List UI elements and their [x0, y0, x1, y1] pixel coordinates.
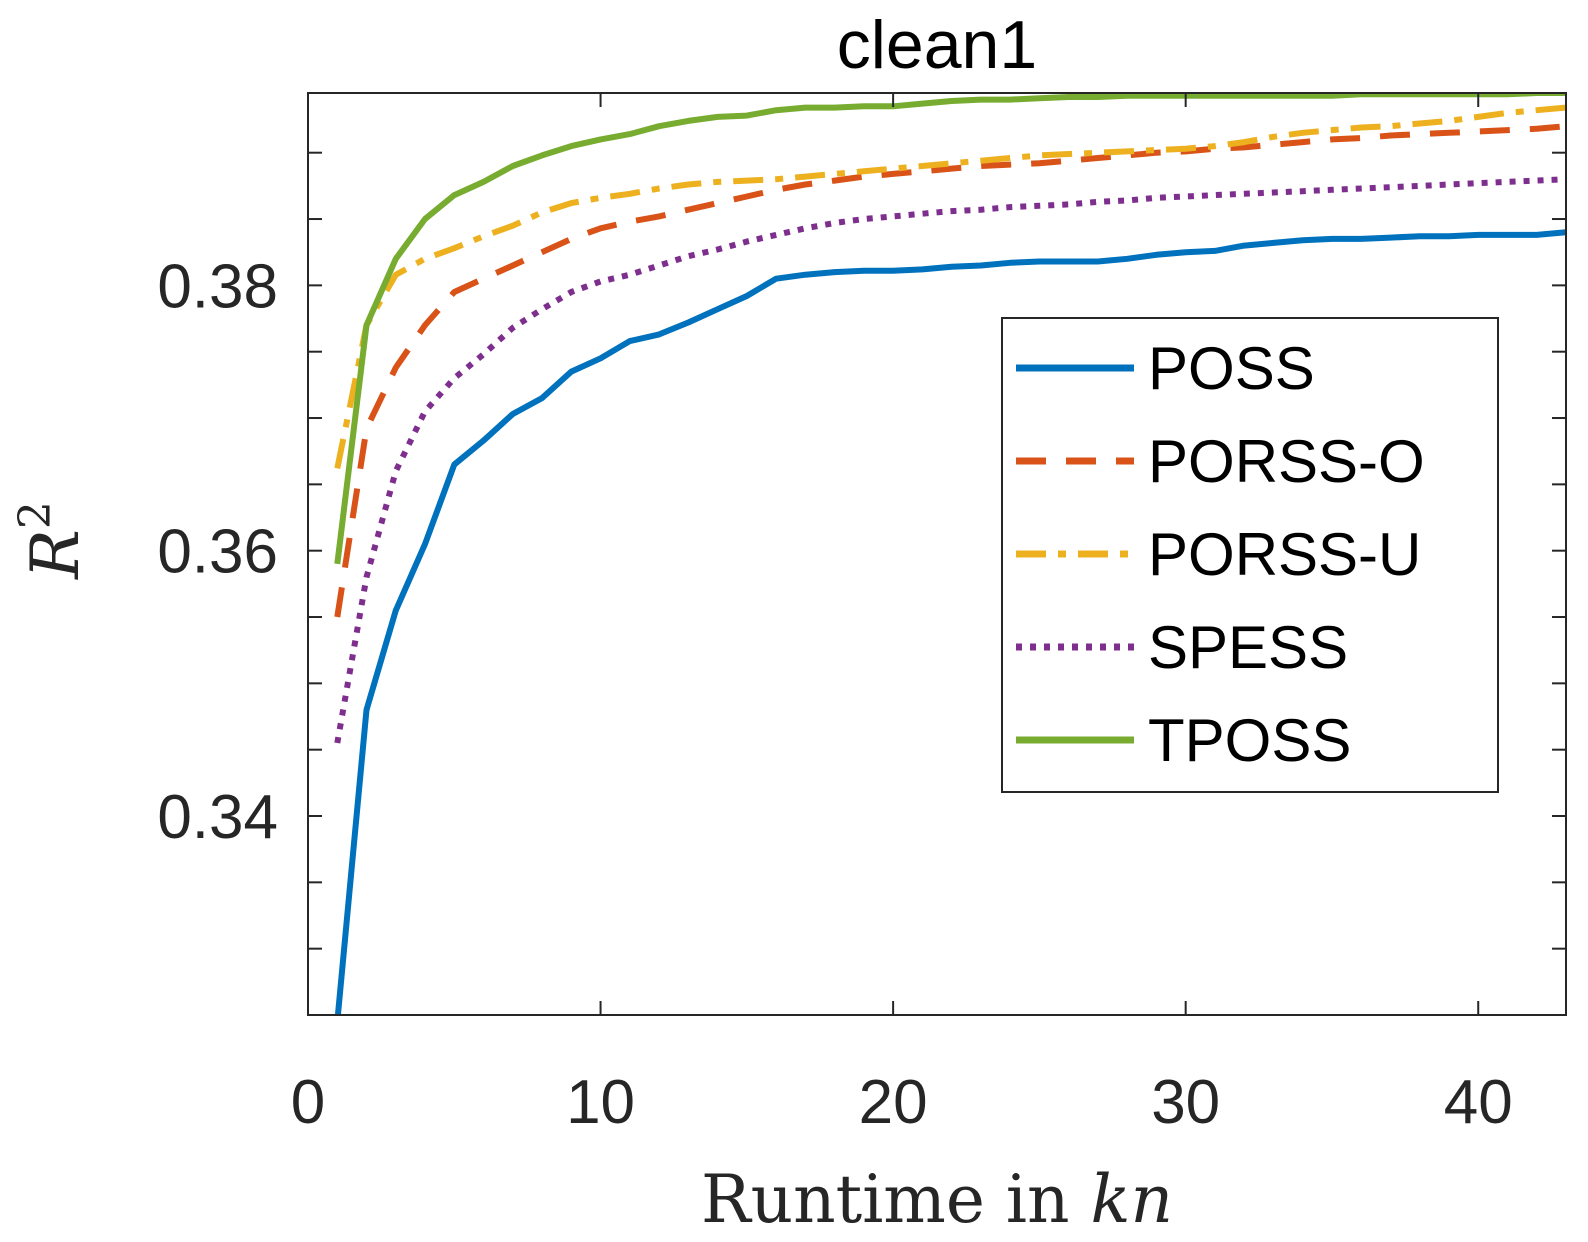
y-axis-label-superscript: 2 [10, 501, 61, 529]
x-tick-label: 10 [566, 1068, 635, 1137]
plot-box [307, 92, 1567, 1016]
series-line-poss [334, 229, 1566, 1015]
chart-title: clean1 [837, 7, 1037, 83]
y-axis-label-base: R [17, 529, 94, 580]
legend-label-porss-o: PORSS-O [1148, 428, 1425, 495]
x-axis-label: Runtime in kn [701, 1161, 1173, 1238]
y-tick-label: 0.38 [157, 252, 278, 321]
x-tick-label: 0 [291, 1068, 325, 1137]
y-tick-label: 0.34 [157, 783, 278, 852]
series-line-porss-o [334, 123, 1566, 618]
x-tick-label: 40 [1444, 1068, 1513, 1137]
y-tick-label: 0.36 [157, 518, 278, 587]
x-tick-labels: 0 10 20 30 40 [291, 1068, 1513, 1137]
legend: POSS PORSS-O PORSS-U SPESS TPOSS [1001, 317, 1499, 793]
series-line-spess [334, 176, 1566, 744]
x-tick-label: 30 [1151, 1068, 1220, 1137]
axes-group [307, 92, 1567, 1016]
legend-label-porss-u: PORSS-U [1148, 521, 1421, 588]
legend-label-tposs: TPOSS [1148, 707, 1351, 774]
x-axis-label-variable: kn [1091, 1161, 1174, 1238]
series-line-porss-u [334, 104, 1566, 469]
series-group [334, 93, 1566, 1015]
y-tick-labels: 0.34 0.36 0.38 [157, 252, 278, 852]
y-axis-label: R2 [10, 501, 94, 580]
series-line-tposs [334, 93, 1566, 565]
legend-label-spess: SPESS [1148, 614, 1348, 681]
x-tick-label: 20 [859, 1068, 928, 1137]
x-axis-label-prefix: Runtime in [701, 1161, 1091, 1238]
legend-label-poss: POSS [1148, 335, 1315, 402]
